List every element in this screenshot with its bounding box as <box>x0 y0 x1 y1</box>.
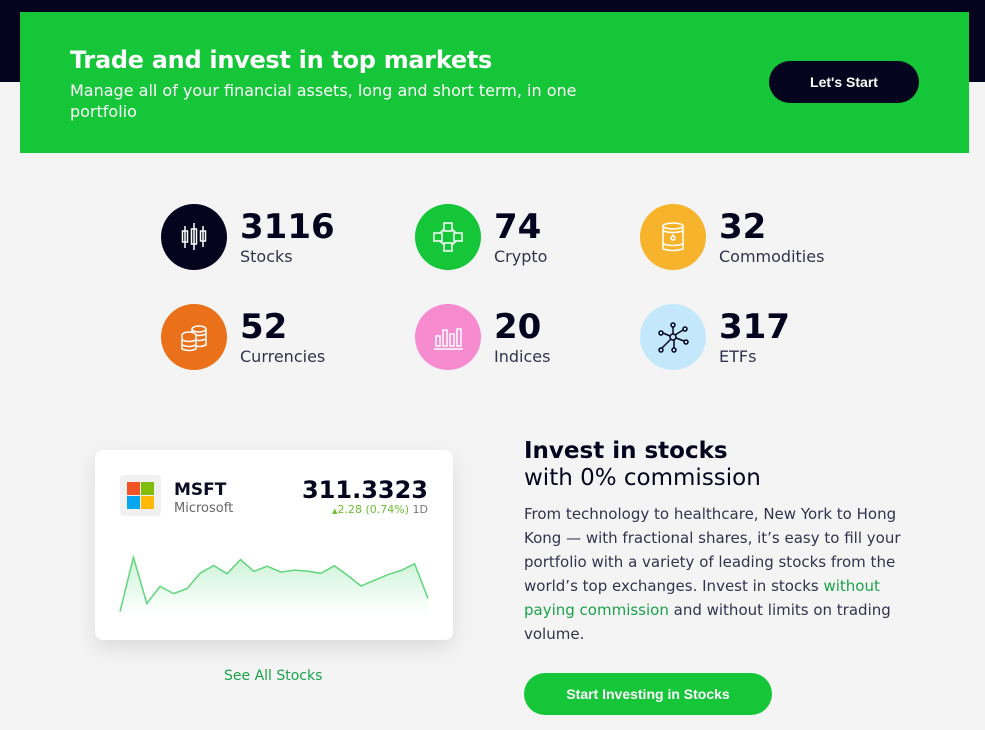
sparkline-line <box>119 554 429 612</box>
invest-title: Invest in stocks <box>524 438 728 464</box>
period: 1D <box>412 503 428 516</box>
start-investing-button[interactable]: Start Investing in Stocks <box>524 673 772 715</box>
ticker: MSFT <box>174 480 227 500</box>
stat-commodities[interactable]: 32 Commodities <box>640 204 824 270</box>
stat-value: 52 <box>240 306 288 347</box>
stat-label: Commodities <box>719 246 825 266</box>
without-commission-link[interactable]: without paying commission <box>524 577 880 619</box>
invest-description: From technology to healthcare, New York … <box>524 505 901 643</box>
stock-price: 311.3323 <box>301 476 428 504</box>
stat-label: Stocks <box>240 246 293 266</box>
stat-crypto[interactable]: 74 Crypto <box>415 204 547 270</box>
stat-value: 32 <box>719 206 767 247</box>
sparkline-chart <box>119 554 429 615</box>
company-name: Microsoft <box>174 501 234 516</box>
stat-label: ETFs <box>719 346 757 366</box>
stat-value: 74 <box>494 206 542 247</box>
sparkline-area <box>120 557 428 615</box>
promo-banner: Trade and invest in top markets Manage a… <box>20 12 969 153</box>
up-arrow-icon: ▲ <box>332 507 338 515</box>
price-change: ▲2.28 (0.74%) 1D <box>332 503 428 516</box>
candlestick-icon <box>161 204 227 270</box>
stat-indices[interactable]: 20 Indices <box>415 304 550 370</box>
microsoft-logo <box>120 475 161 516</box>
bar-chart-icon <box>415 304 481 370</box>
stat-etfs[interactable]: 317 ETFs <box>640 304 790 370</box>
stat-value: 317 <box>719 306 790 347</box>
stat-value: 20 <box>494 306 542 347</box>
oil-barrel-icon <box>640 204 706 270</box>
coins-icon <box>161 304 227 370</box>
lets-start-button[interactable]: Let's Start <box>769 61 919 103</box>
banner-subtitle: Manage all of your financial assets, lon… <box>70 81 577 121</box>
network-icon <box>640 304 706 370</box>
stat-currencies[interactable]: 52 Currencies <box>161 304 325 370</box>
stat-label: Currencies <box>240 346 326 366</box>
banner-title: Trade and invest in top markets <box>70 46 492 74</box>
blockchain-icon <box>415 204 481 270</box>
stat-label: Indices <box>494 346 551 366</box>
see-all-stocks-link[interactable]: See All Stocks <box>224 668 323 684</box>
stat-stocks[interactable]: 3116 Stocks <box>161 204 335 270</box>
stat-value: 3116 <box>240 206 335 247</box>
stat-label: Crypto <box>494 246 548 266</box>
invest-subtitle: with 0% commission <box>524 465 761 491</box>
stock-card[interactable]: MSFT Microsoft 311.3323 ▲2.28 (0.74%) 1D <box>95 450 453 640</box>
